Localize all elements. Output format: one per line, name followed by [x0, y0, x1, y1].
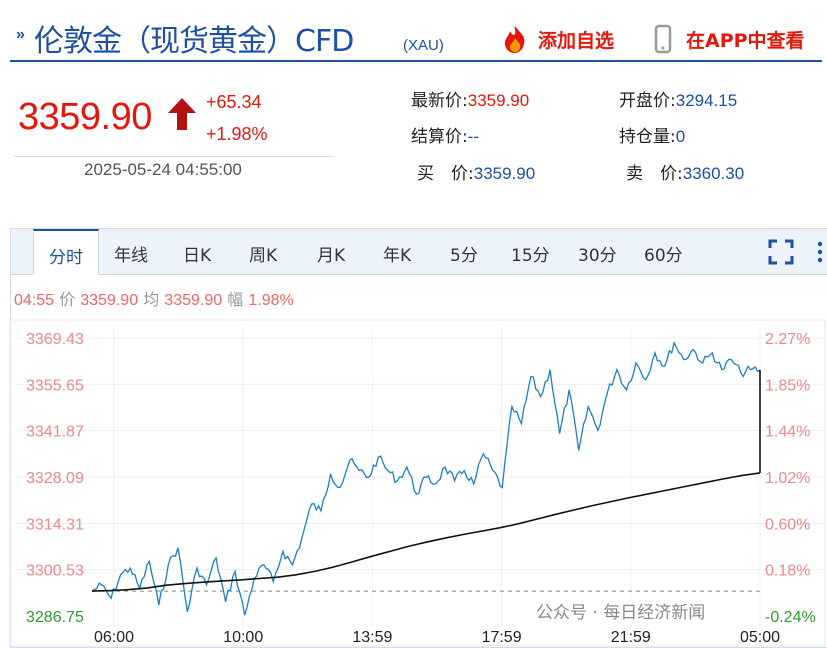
y-tick-label-right: 1.85% [765, 377, 810, 394]
y-tick-label-left: 3314.31 [26, 516, 84, 533]
latest-price-label: 最新价: [411, 91, 468, 111]
latest-price-row: 最新价:3359.90 [411, 86, 529, 111]
tab-yearly-k[interactable]: 年K [383, 246, 412, 266]
y-tick-label-right: 1.02% [765, 470, 810, 487]
tab-5min[interactable]: 5分 [450, 246, 478, 266]
intraday-chart[interactable]: 06:00 10:00 13:59 17:59 21:59 05:00 3369.43 2.2… [0, 318, 827, 648]
info-amp-label: 幅 [227, 290, 244, 309]
price-change: +65.34 [206, 92, 262, 112]
more-options-icon[interactable] [816, 239, 824, 265]
y-tick-label-left: 3355.65 [26, 377, 84, 394]
settle-price-value: -- [467, 127, 480, 146]
ask-price-value: 3360.30 [682, 164, 745, 183]
ask-price-row: 卖 价:3360.30 [626, 159, 744, 184]
y-tick-label-right: 2.27% [765, 331, 810, 348]
info-avg: 3359.90 [164, 292, 223, 309]
average-line [91, 472, 761, 592]
tab-15min[interactable]: 15分 [511, 246, 550, 266]
chart-frame [9, 319, 826, 647]
tab-monthly-k[interactable]: 月K [317, 246, 346, 266]
info-time: 04:55 [14, 292, 55, 309]
x-tick-label: 05:00 [740, 629, 780, 646]
quote-timestamp: 2025-05-24 04:55:00 [84, 160, 242, 179]
chart-period-tabs: 分时 年线 日K 周K 月K 年K 5分 15分 30分 60分 [11, 229, 827, 275]
x-tick-label: 17:59 [482, 629, 522, 646]
bid-price-value: 3359.90 [473, 164, 536, 183]
y-tick-label-left: 3328.09 [26, 470, 84, 487]
tab-30min[interactable]: 30分 [578, 246, 617, 266]
price-change-percent: +1.98% [206, 124, 268, 144]
add-watchlist-label: 添加自选 [538, 29, 615, 52]
watermark-text: 公众号 · 每日经济新闻 [532, 598, 710, 623]
open-price-row: 开盘价:3294.15 [619, 86, 737, 111]
info-price-label: 价 [59, 290, 76, 309]
add-watchlist-button[interactable]: 添加自选 [500, 24, 614, 54]
latest-price-value: 3359.90 [467, 91, 530, 110]
tab-weekly-k[interactable]: 周K [249, 246, 278, 266]
y-tick-label-right: 0.18% [765, 563, 810, 580]
double-chevron-icon: » [16, 26, 25, 43]
open-interest-label: 持仓量: [619, 127, 676, 147]
symbol-code: (XAU) [403, 37, 444, 54]
fullscreen-icon[interactable] [768, 239, 794, 265]
fire-icon [505, 26, 525, 53]
open-price-value: 3294.15 [675, 91, 738, 110]
phone-icon [654, 24, 672, 54]
info-amp: 1.98% [248, 292, 294, 309]
bid-price-label: 买 价: [417, 164, 474, 184]
bid-price-row: 买 价:3359.90 [417, 159, 535, 184]
x-tick-label: 06:00 [94, 629, 134, 646]
y-tick-label-left: 3369.43 [26, 331, 84, 348]
tab-intraday[interactable]: 分时 [33, 229, 99, 275]
tab-daily-k[interactable]: 日K [183, 246, 212, 266]
page-header: » 伦敦金（现货黄金）CFD (XAU) 添加自选 在APP中查看 [10, 10, 822, 62]
x-tick-label: 21:59 [611, 629, 651, 646]
settle-price-label: 结算价: [411, 127, 468, 147]
ask-price-label: 卖 价: [626, 164, 683, 184]
view-in-app-label: 在APP中查看 [686, 29, 805, 52]
price-line [91, 340, 761, 616]
y-tick-label-right: 1.44% [765, 424, 810, 441]
tab-60min[interactable]: 60分 [644, 246, 683, 266]
crosshair-info-bar: 04:55 价 3359.90 均 3359.90 幅 1.98% [14, 286, 294, 310]
y-tick-label-left: 3341.87 [26, 424, 84, 441]
info-price: 3359.90 [80, 292, 139, 309]
settle-price-row: 结算价:-- [411, 122, 479, 147]
divider [14, 156, 334, 157]
current-price: 3359.90 [18, 96, 152, 138]
page-title: 伦敦金（现货黄金）CFD [34, 24, 354, 59]
x-tick-label: 13:59 [352, 629, 392, 646]
y-tick-label-right: -0.24% [765, 609, 816, 626]
y-tick-label-left: 3300.53 [26, 563, 84, 580]
open-interest-row: 持仓量:0 [619, 122, 685, 147]
open-price-label: 开盘价: [619, 91, 676, 111]
tab-year-line[interactable]: 年线 [114, 246, 148, 266]
chart-panel: 分时 年线 日K 周K 月K 年K 5分 15分 30分 60分 [10, 228, 827, 648]
open-interest-value: 0 [675, 127, 686, 146]
up-arrow-icon [168, 98, 196, 130]
y-tick-label-left: 3286.75 [26, 609, 84, 626]
info-avg-label: 均 [143, 290, 160, 309]
y-tick-label-right: 0.60% [765, 516, 810, 533]
view-in-app-button[interactable]: 在APP中查看 [648, 24, 805, 54]
x-tick-label: 10:00 [223, 629, 263, 646]
